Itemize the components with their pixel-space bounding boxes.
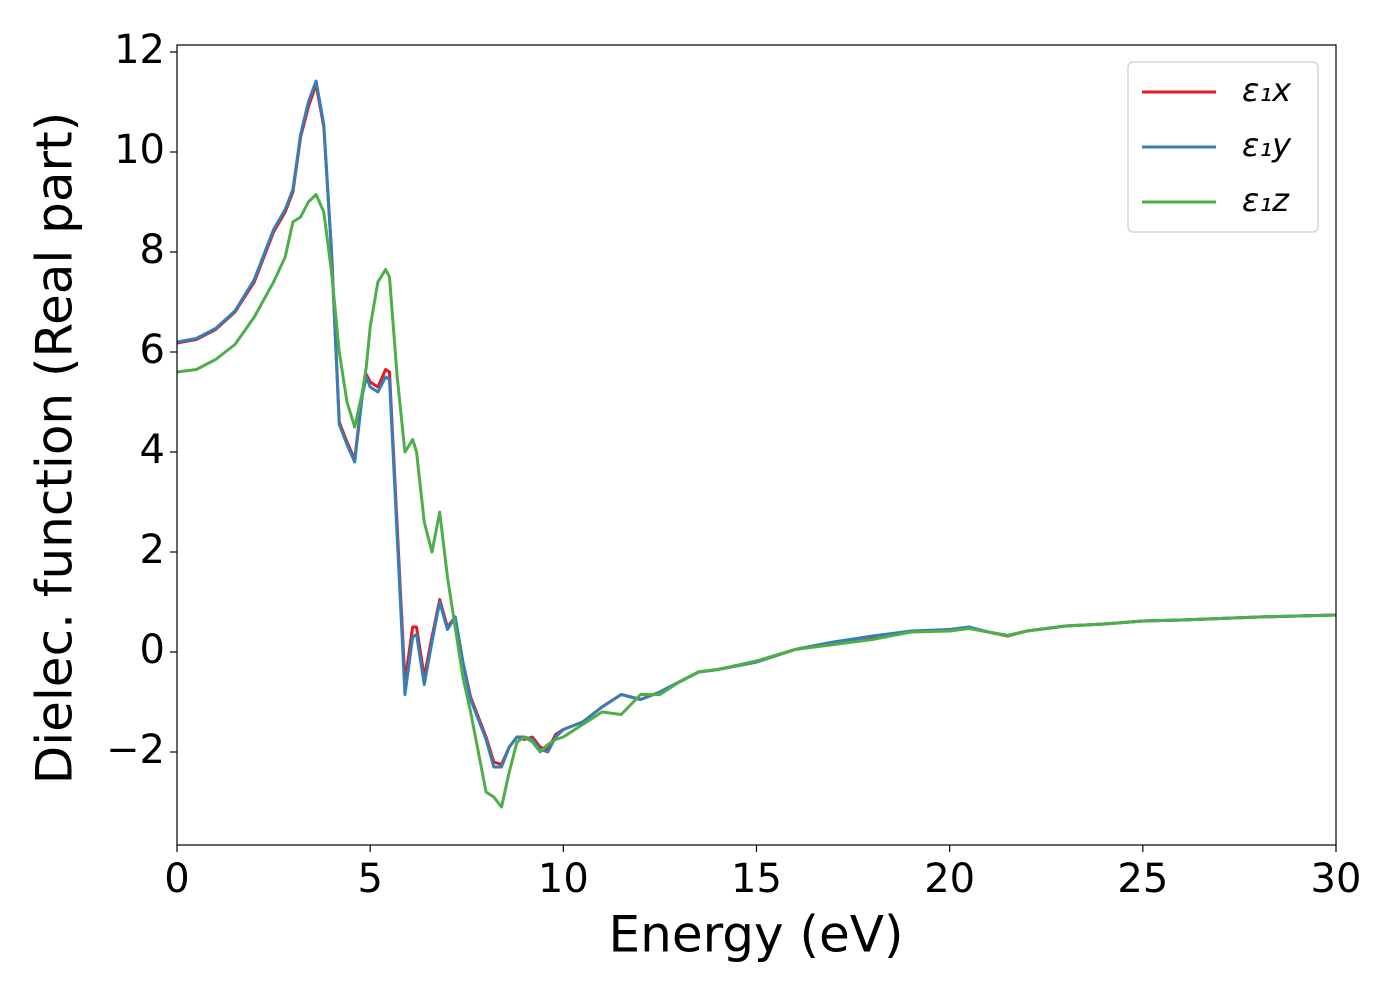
- x-tick-label: 25: [1117, 856, 1168, 902]
- y-axis-label: Dielec. function (Real part): [26, 112, 84, 784]
- y-tick-label: −2: [106, 727, 165, 773]
- legend-box: [1127, 61, 1319, 233]
- y-tick-label: 12: [114, 27, 165, 73]
- y-tick-label: 0: [140, 627, 165, 673]
- x-tick-label: 5: [357, 856, 382, 902]
- x-tick-label: 20: [924, 856, 975, 902]
- y-tick-label: 8: [140, 227, 165, 273]
- x-axis-label: Energy (eV): [609, 906, 904, 964]
- legend-label: ε₁x: [1242, 71, 1292, 109]
- x-tick-label: 15: [731, 856, 782, 902]
- x-tick-label: 0: [164, 856, 189, 902]
- x-tick-label: 10: [538, 856, 589, 902]
- y-tick-label: 2: [140, 527, 165, 573]
- y-tick-label: 4: [140, 427, 165, 473]
- data-line: [177, 193, 1336, 809]
- legend-label: ε₁y: [1242, 126, 1292, 164]
- y-tick-label: 10: [114, 127, 165, 173]
- legend-label: ε₁z: [1242, 181, 1290, 219]
- x-tick-label: 30: [1311, 856, 1362, 902]
- y-tick-label: 6: [140, 327, 165, 373]
